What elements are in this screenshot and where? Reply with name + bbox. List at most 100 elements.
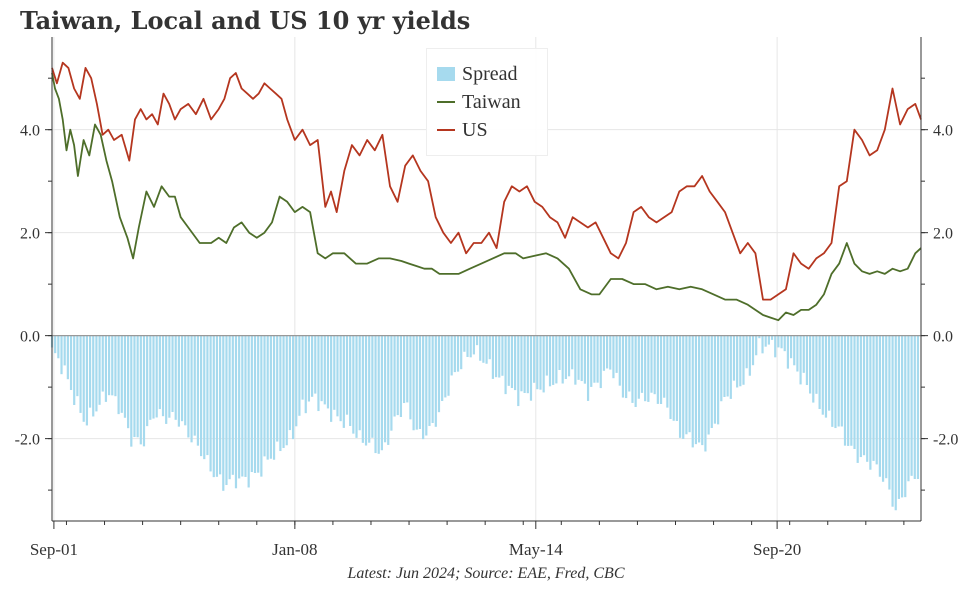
spread-bar bbox=[615, 335, 618, 373]
spread-bar bbox=[529, 335, 533, 401]
y-tick-label-right: 2.0 bbox=[933, 226, 953, 243]
spread-bar bbox=[590, 335, 593, 387]
spread-bar bbox=[885, 335, 888, 479]
spread-bar bbox=[206, 335, 209, 456]
spread-bar bbox=[523, 335, 526, 393]
spread-bar bbox=[158, 335, 161, 410]
spread-bar bbox=[222, 335, 225, 491]
spread-bar bbox=[809, 335, 812, 394]
spread-bar bbox=[850, 335, 853, 446]
legend-label-taiwan: Taiwan bbox=[462, 90, 521, 113]
spread-bar bbox=[536, 335, 539, 390]
spread-bar bbox=[355, 335, 358, 438]
spread-bar bbox=[488, 335, 491, 360]
spread-bar bbox=[371, 335, 374, 438]
spread-bar bbox=[330, 335, 333, 422]
spread-bar bbox=[406, 335, 409, 403]
spread-bar bbox=[193, 335, 196, 436]
spread-bar bbox=[244, 335, 247, 477]
spread-bar bbox=[821, 335, 824, 415]
spread-bar bbox=[63, 335, 66, 366]
spread-bar bbox=[878, 335, 881, 477]
spread-bar bbox=[577, 335, 580, 380]
spread-bar bbox=[142, 335, 146, 447]
spread-bar bbox=[501, 335, 504, 376]
spread-bar bbox=[869, 335, 872, 470]
spread-bar bbox=[295, 335, 298, 427]
spread-bar bbox=[777, 335, 780, 348]
spread-bar bbox=[494, 335, 498, 378]
spread-bar bbox=[199, 335, 203, 457]
spread-bar bbox=[789, 335, 793, 359]
y-tick-label-left: 4.0 bbox=[20, 123, 40, 140]
spread-bar bbox=[212, 335, 215, 478]
spread-bar bbox=[88, 335, 92, 408]
spread-bar bbox=[130, 335, 133, 447]
spread-bar bbox=[907, 335, 910, 482]
spread-bar bbox=[713, 335, 717, 424]
spread-bar bbox=[640, 335, 644, 393]
spread-bar bbox=[234, 335, 238, 489]
spread-bar bbox=[323, 335, 326, 405]
spread-bar bbox=[729, 335, 732, 399]
spread-bar bbox=[238, 335, 241, 479]
spread-bar bbox=[69, 335, 73, 391]
spread-bar bbox=[180, 335, 184, 422]
spread-bar bbox=[672, 335, 675, 421]
spread-bar bbox=[450, 335, 453, 376]
spread-bar bbox=[345, 335, 349, 415]
spread-bar bbox=[368, 335, 371, 443]
spread-bar bbox=[609, 335, 612, 370]
spread-bar bbox=[739, 335, 742, 387]
spread-bar bbox=[117, 335, 120, 415]
spread-bar bbox=[678, 335, 682, 438]
spread-bar bbox=[675, 335, 678, 421]
spread-bar bbox=[82, 335, 85, 422]
spread-bar bbox=[79, 335, 82, 413]
chart-footer: Latest: Jun 2024; Source: EAE, Fred, CBC bbox=[347, 565, 625, 582]
spread-bar bbox=[301, 335, 304, 400]
spread-bar bbox=[272, 335, 276, 460]
spread-bar bbox=[542, 335, 545, 393]
spread-bar bbox=[567, 335, 571, 377]
spread-bar bbox=[618, 335, 621, 386]
spread-bar bbox=[758, 335, 761, 339]
spread-bar bbox=[285, 335, 288, 446]
spread-bar bbox=[596, 335, 599, 383]
spread-bar bbox=[526, 335, 529, 394]
spread-bar bbox=[336, 335, 339, 417]
spread-bar bbox=[380, 335, 383, 451]
spread-bar bbox=[393, 335, 396, 417]
spread-bar bbox=[101, 335, 104, 392]
spread-bar bbox=[437, 335, 441, 413]
spread-bar bbox=[539, 335, 542, 390]
spread-bar bbox=[644, 335, 647, 402]
spread-bar bbox=[847, 335, 850, 446]
spread-bar bbox=[688, 335, 691, 433]
spread-bar bbox=[691, 335, 694, 448]
spread-bar bbox=[314, 335, 317, 394]
spread-bar bbox=[311, 335, 314, 397]
spread-bar bbox=[425, 335, 428, 436]
spread-bar bbox=[571, 335, 574, 370]
spread-bar bbox=[599, 335, 602, 389]
spread-bar bbox=[190, 335, 193, 443]
spread-bar bbox=[184, 335, 187, 426]
spread-bars bbox=[50, 335, 920, 511]
spread-bar bbox=[390, 335, 393, 431]
spread-bar bbox=[580, 335, 583, 382]
spread-bar bbox=[377, 335, 380, 454]
spread-bar bbox=[637, 335, 640, 399]
spread-bar bbox=[605, 335, 609, 369]
spread-bar bbox=[805, 335, 809, 386]
legend-label-us: US bbox=[462, 118, 488, 141]
spread-bar bbox=[203, 335, 206, 460]
spread-bar bbox=[742, 335, 745, 385]
spread-bar bbox=[520, 335, 523, 392]
spread-bar bbox=[168, 335, 171, 418]
spread-bar bbox=[73, 335, 76, 405]
spread-bar bbox=[843, 335, 847, 446]
spread-bar bbox=[900, 335, 904, 498]
spread-bar bbox=[761, 335, 764, 354]
spread-bar bbox=[856, 335, 859, 463]
